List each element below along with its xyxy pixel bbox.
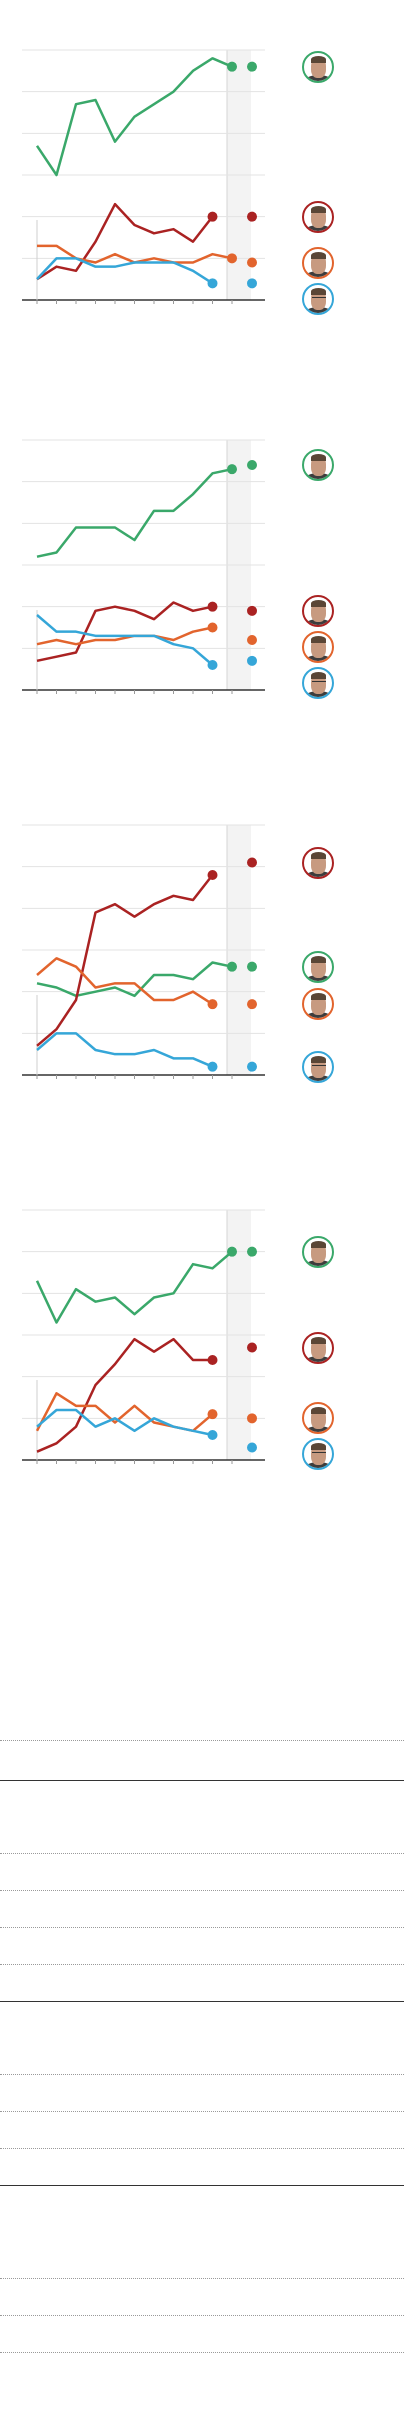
candidate-portrait-green xyxy=(302,50,334,83)
table-divider xyxy=(0,1927,404,1928)
series-final-point-green xyxy=(247,61,257,72)
series-line-red xyxy=(36,202,214,281)
series-last-point-green xyxy=(227,961,237,972)
series-final-point-orange xyxy=(247,999,257,1010)
series-last-point-orange xyxy=(207,1409,218,1420)
poll-chart-3 xyxy=(0,815,404,1095)
poll-chart-1 xyxy=(0,40,404,320)
poll-chart-2 xyxy=(0,430,404,710)
poll-chart-1-plot xyxy=(22,49,265,304)
series-final-point-red xyxy=(247,1342,257,1353)
series-last-point-orange xyxy=(227,253,237,264)
candidate-portrait-orange xyxy=(302,246,334,279)
series-last-point-blue xyxy=(207,660,218,670)
series-final-point-green xyxy=(247,1246,257,1257)
series-line-green xyxy=(35,1250,233,1324)
candidate-portrait-green xyxy=(302,1235,334,1268)
series-final-point-orange xyxy=(247,257,257,268)
table-divider xyxy=(0,1964,404,1965)
table-divider xyxy=(0,2278,404,2279)
table-divider xyxy=(0,1740,404,1741)
candidate-portrait-red xyxy=(302,1331,334,1364)
candidate-portrait-orange xyxy=(302,630,334,663)
series-last-point-blue xyxy=(207,1430,218,1440)
candidate-portrait-blue xyxy=(302,666,334,699)
series-line-green xyxy=(36,961,233,998)
candidate-portrait-blue xyxy=(302,1050,334,1083)
series-last-point-red xyxy=(207,870,218,880)
candidate-portrait-red xyxy=(302,846,334,879)
candidate-portrait-red xyxy=(302,200,334,233)
candidate-portrait-orange xyxy=(302,1402,334,1435)
table-divider xyxy=(0,2074,404,2075)
series-line-red xyxy=(36,601,213,663)
series-line-green xyxy=(35,57,233,177)
table-divider xyxy=(0,2185,404,2186)
series-final-point-blue xyxy=(247,278,257,289)
table-divider xyxy=(0,2352,404,2353)
series-last-point-blue xyxy=(207,278,218,289)
series-last-point-green xyxy=(227,464,237,475)
series-last-point-orange xyxy=(207,622,218,633)
series-last-point-blue xyxy=(207,1061,218,1072)
series-final-point-red xyxy=(247,857,257,868)
table-divider xyxy=(0,2111,404,2112)
series-final-point-green xyxy=(247,961,257,972)
poll-chart-4-plot xyxy=(22,1209,265,1464)
candidate-portrait-green xyxy=(302,950,334,983)
poll-chart-3-plot xyxy=(22,824,265,1079)
candidate-portrait-red xyxy=(302,594,334,627)
series-final-point-red xyxy=(247,605,257,616)
series-final-point-red xyxy=(247,211,257,222)
series-final-point-orange xyxy=(247,1413,257,1424)
series-line-red xyxy=(36,1337,213,1453)
series-final-point-blue xyxy=(247,1442,257,1453)
table-divider xyxy=(0,2148,404,2149)
series-final-point-blue xyxy=(247,655,257,666)
series-final-point-green xyxy=(247,460,257,470)
series-last-point-green xyxy=(227,61,237,72)
table-divider xyxy=(0,2315,404,2316)
series-line-blue xyxy=(36,614,214,666)
series-line-orange xyxy=(37,244,233,264)
series-final-point-orange xyxy=(247,635,257,645)
series-final-point-blue xyxy=(247,1061,257,1072)
candidate-portrait-orange xyxy=(302,988,334,1021)
series-line-orange xyxy=(36,626,213,646)
series-line-orange xyxy=(36,957,214,1006)
candidate-portrait-green xyxy=(302,449,334,481)
series-last-point-green xyxy=(227,1246,237,1257)
series-last-point-orange xyxy=(207,999,218,1010)
table-divider xyxy=(0,1890,404,1891)
candidate-portrait-blue xyxy=(302,282,334,315)
candidate-portrait-blue xyxy=(302,1438,334,1471)
series-line-red xyxy=(36,874,214,1047)
series-line-green xyxy=(36,467,233,558)
table-divider xyxy=(0,2001,404,2002)
series-line-blue xyxy=(36,1408,213,1437)
series-line-blue xyxy=(36,1032,213,1068)
table-divider xyxy=(0,1780,404,1781)
table-divider xyxy=(0,1853,404,1854)
series-last-point-red xyxy=(207,211,218,222)
poll-chart-2-plot xyxy=(22,439,265,694)
series-last-point-red xyxy=(207,601,218,612)
series-last-point-red xyxy=(207,1355,218,1365)
poll-chart-4 xyxy=(0,1200,404,1480)
series-line-blue xyxy=(36,257,214,285)
